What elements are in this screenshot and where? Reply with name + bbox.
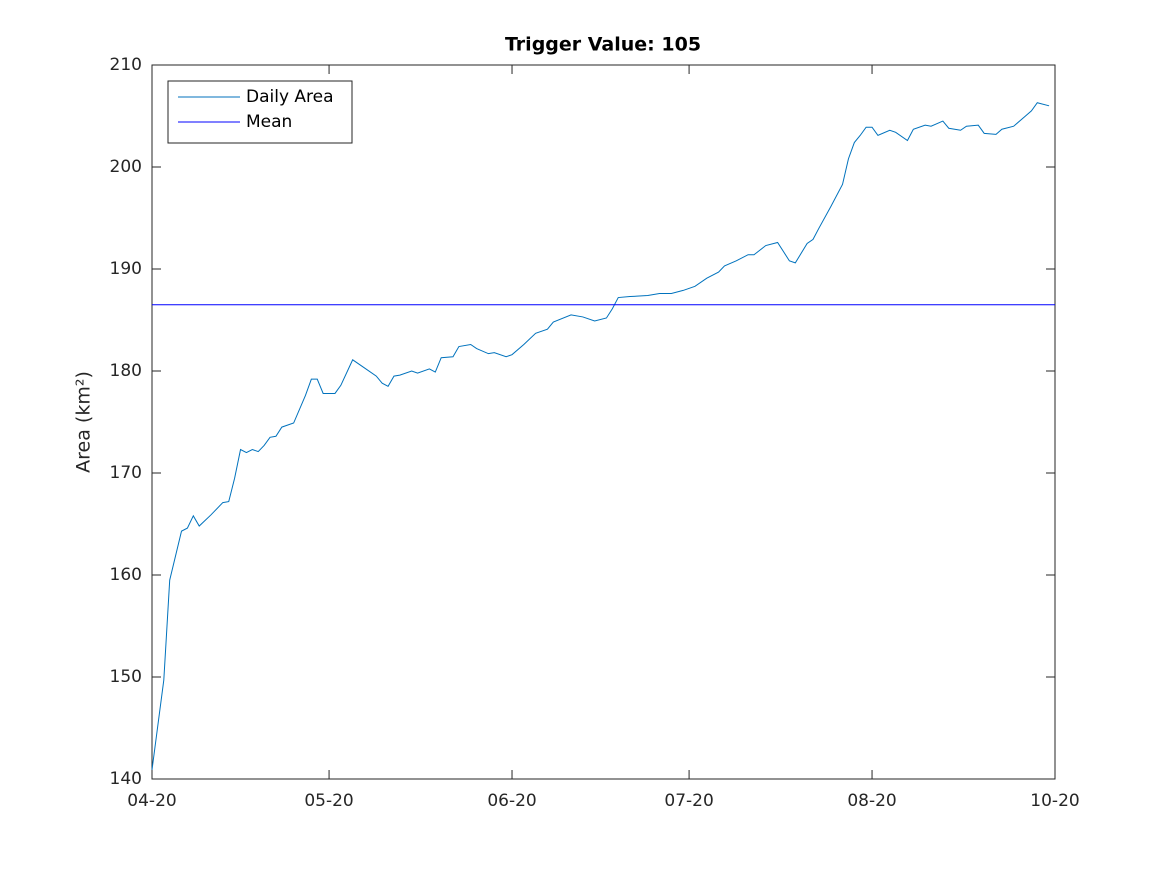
y-tick-label: 160 [110, 565, 142, 585]
y-tick-label: 190 [110, 259, 142, 279]
y-tick-label: 150 [110, 667, 142, 687]
x-tick-label: 06-20 [487, 791, 536, 811]
y-axis-label: Area (km²) [73, 371, 95, 473]
x-tick-label: 10-20 [1030, 791, 1079, 811]
y-tick-label: 140 [110, 769, 142, 789]
x-tick-label: 05-20 [304, 791, 353, 811]
x-tick-label: 08-20 [847, 791, 896, 811]
x-tick-label: 04-20 [127, 791, 176, 811]
data-line [151, 102, 1050, 770]
legend-box [167, 80, 353, 144]
x-tick-label: 07-20 [664, 791, 713, 811]
chart-title: Trigger Value: 105 [505, 34, 701, 56]
y-tick-label: 180 [110, 361, 142, 381]
legend-label: Mean [246, 112, 292, 132]
y-tick-label: 170 [110, 463, 142, 483]
axes-box [151, 64, 1056, 780]
y-tick-label: 210 [110, 55, 142, 75]
legend-label: Daily Area [246, 87, 334, 107]
y-tick-label: 200 [110, 157, 142, 177]
